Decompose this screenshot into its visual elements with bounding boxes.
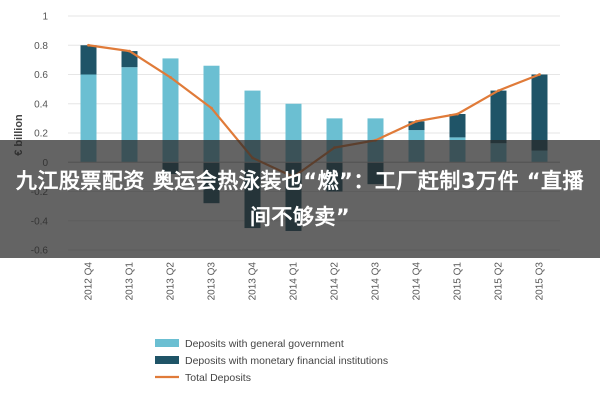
x-tick-label: 2014 Q3 [371,262,382,301]
legend-label: Deposits with general government [185,338,344,350]
bar-general-government [121,67,138,163]
x-tick-label: 2012 Q4 [84,262,95,301]
total-deposits-point [415,119,418,123]
legend-label: Deposits with monetary financial institu… [185,355,388,367]
total-deposits-point [456,112,459,116]
legend-swatch [155,339,179,347]
total-deposits-point [497,89,500,92]
x-tick-label: 2013 Q3 [207,262,218,301]
bar-monetary-financial-institutions [80,45,97,75]
y-tick-label: 0.4 [34,99,48,110]
total-deposits-point [169,76,172,79]
x-tick-label: 2015 Q2 [494,262,505,301]
total-deposits-point [538,73,541,76]
legend-label: Total Deposits [185,372,251,384]
x-tick-label: 2013 Q1 [125,262,136,301]
total-deposits-point [128,49,131,53]
legend-swatch [155,356,179,364]
bar-general-government [162,58,179,163]
legend: Deposits with general government Deposits… [155,338,388,384]
bar-monetary-financial-institutions [449,113,466,138]
bar-monetary-financial-institutions [408,121,425,131]
y-tick-label: 1 [42,12,48,23]
x-tick-label: 2013 Q4 [248,262,259,301]
overlay-caption-banner: 九江股票配资 奥运会热泳装也“燃”：工厂赶制3万件 “直播间不够卖” [0,140,600,258]
total-deposits-point [87,43,90,47]
bar-general-government [203,65,220,163]
x-axis-ticks: 2012 Q4 2013 Q1 2013 Q2 2013 Q3 2013 Q4 2014 … [84,262,546,301]
bar-monetary-financial-institutions [121,51,138,68]
x-tick-label: 2014 Q1 [289,262,300,301]
x-tick-label: 2015 Q1 [453,262,464,301]
y-tick-label: 0.6 [34,70,48,81]
total-deposits-point [210,106,213,110]
bar-monetary-financial-institutions [490,90,507,144]
x-tick-label: 2015 Q3 [535,262,546,301]
x-tick-label: 2013 Q2 [166,262,177,301]
x-tick-label: 2014 Q2 [330,262,341,301]
y-tick-label: 0.2 [34,129,48,140]
overlay-caption: 九江股票配资 奥运会热泳装也“燃”：工厂赶制3万件 “直播间不够卖” [15,169,585,229]
x-tick-label: 2014 Q4 [412,262,423,301]
y-tick-label: 0.8 [34,41,48,52]
bar-monetary-financial-institutions [531,74,548,151]
